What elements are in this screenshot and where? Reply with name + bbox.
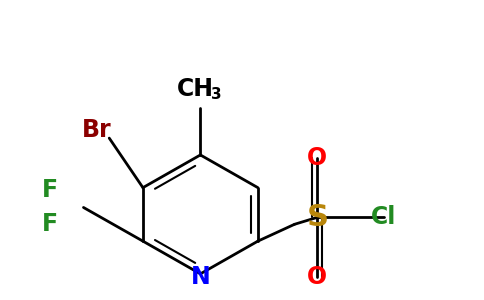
Text: 3: 3	[211, 87, 222, 102]
Text: O: O	[307, 265, 327, 289]
Text: Br: Br	[81, 118, 111, 142]
Text: N: N	[191, 265, 210, 289]
Text: F: F	[42, 212, 58, 236]
Text: O: O	[307, 146, 327, 170]
Text: Cl: Cl	[371, 206, 396, 230]
Text: F: F	[42, 178, 58, 202]
Text: CH: CH	[177, 76, 214, 100]
Text: S: S	[306, 203, 328, 232]
